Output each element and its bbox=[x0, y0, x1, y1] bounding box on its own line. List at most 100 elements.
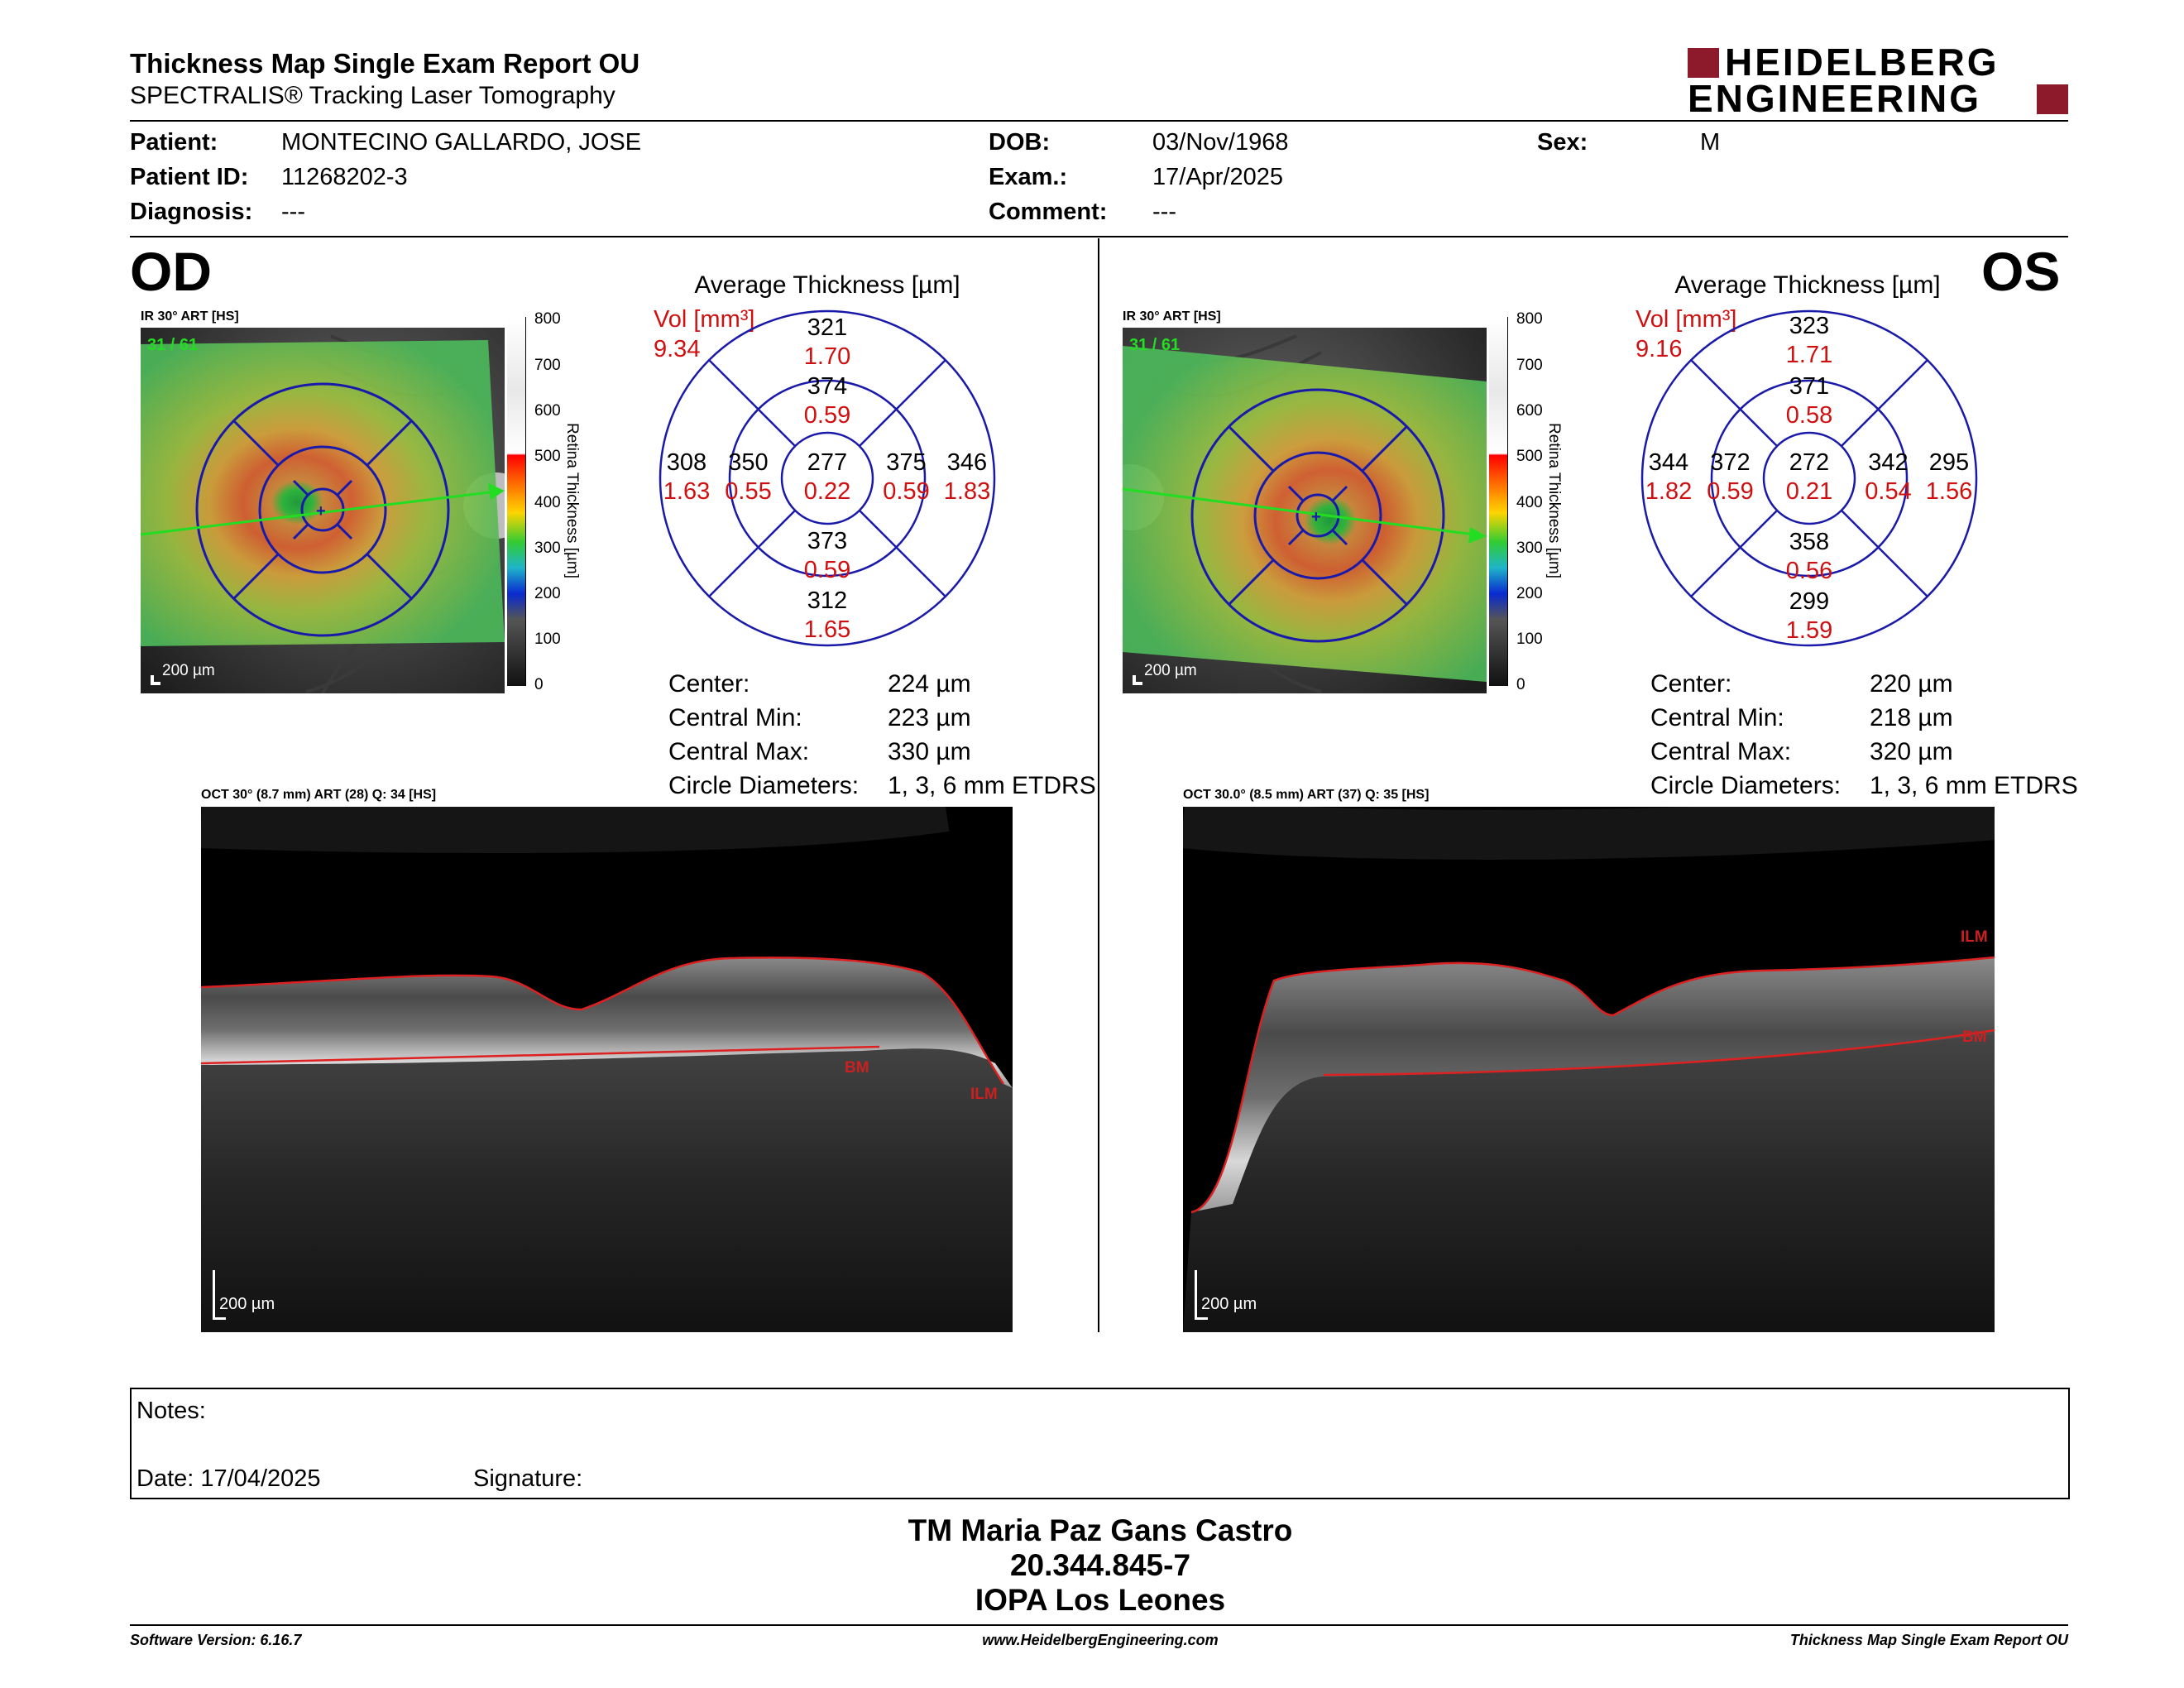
od-max-value: 330 µm bbox=[888, 738, 971, 765]
od-outer-superior-vol: 1.70 bbox=[803, 343, 851, 370]
os-ilm-label: ILM bbox=[1961, 928, 1988, 946]
os-cb-tick-300: 300 bbox=[1516, 539, 1543, 557]
od-outer-inferior: 312 bbox=[807, 587, 848, 614]
od-outer-left-vol: 1.63 bbox=[663, 478, 711, 505]
od-label: OD bbox=[130, 241, 212, 302]
svg-text:+: + bbox=[1311, 508, 1321, 526]
os-colorbar: 800 700 600 500 400 300 200 100 0 Retina… bbox=[1489, 310, 1580, 693]
sex-label: Sex: bbox=[1537, 129, 1588, 156]
os-outer-left-vol: 1.82 bbox=[1645, 478, 1693, 505]
od-outer-right: 346 bbox=[946, 449, 988, 476]
os-outer-inferior: 299 bbox=[1789, 588, 1830, 615]
od-center-value: 224 µm bbox=[888, 670, 971, 698]
od-scan-counter: 31 / 61 bbox=[147, 336, 199, 354]
os-ir-caption: IR 30° ART [HS] bbox=[1123, 309, 1221, 324]
report-subtitle: SPECTRALIS® Tracking Laser Tomography bbox=[130, 82, 615, 109]
od-ilm-label: ILM bbox=[970, 1086, 998, 1103]
notes-box: Notes: Date: 17/04/2025 Signature: bbox=[130, 1388, 2070, 1499]
os-label: OS bbox=[1981, 241, 2061, 302]
os-inner-right: 342 bbox=[1868, 449, 1909, 476]
od-min-label: Central Min: bbox=[668, 704, 802, 731]
patient-name: MONTECINO GALLARDO, JOSE bbox=[281, 129, 642, 156]
od-outer-right-vol: 1.83 bbox=[943, 478, 991, 505]
od-etdrs-grid: 321 1.70 374 0.59 308 1.63 350 0.55 277 … bbox=[658, 309, 997, 648]
os-outer-left: 344 bbox=[1648, 449, 1689, 476]
os-center-value: 220 µm bbox=[1870, 670, 1953, 698]
os-cb-tick-800: 800 bbox=[1516, 310, 1543, 328]
os-fundus-image: + 31 / 61 200 µm bbox=[1098, 328, 1487, 693]
os-max-label: Central Max: bbox=[1650, 738, 1792, 765]
od-diam-value: 1, 3, 6 mm ETDRS bbox=[888, 772, 1096, 799]
os-inner-superior-vol: 0.58 bbox=[1785, 402, 1833, 429]
os-inner-right-vol: 0.54 bbox=[1865, 478, 1912, 505]
od-colorbar: 800 700 600 500 400 300 200 100 0 Retina… bbox=[507, 310, 598, 693]
os-cb-tick-700: 700 bbox=[1516, 357, 1543, 374]
od-cb-tick-600: 600 bbox=[534, 402, 561, 420]
dob-value: 03/Nov/1968 bbox=[1152, 129, 1289, 156]
os-cb-tick-600: 600 bbox=[1516, 402, 1543, 420]
od-cb-tick-200: 200 bbox=[534, 585, 561, 602]
od-cb-tick-400: 400 bbox=[534, 494, 561, 511]
report-title: Thickness Map Single Exam Report OU bbox=[130, 48, 640, 79]
od-cb-tick-500: 500 bbox=[534, 448, 561, 465]
od-outer-inferior-vol: 1.65 bbox=[803, 616, 851, 643]
od-oct-bscan: 200 µm BM ILM bbox=[201, 807, 1013, 1332]
od-cb-tick-700: 700 bbox=[534, 357, 561, 374]
eye-divider bbox=[1098, 238, 1099, 1332]
os-outer-inferior-vol: 1.59 bbox=[1785, 617, 1833, 644]
patient-label: Patient: bbox=[130, 129, 218, 156]
os-outer-right-vol: 1.56 bbox=[1925, 478, 1973, 505]
od-inner-left: 350 bbox=[728, 449, 769, 476]
od-inner-inferior: 373 bbox=[807, 528, 848, 554]
os-vol-value: 9.16 bbox=[1636, 336, 1683, 362]
os-outer-superior-vol: 1.71 bbox=[1785, 342, 1833, 368]
od-vol-label: Vol [mm³] bbox=[654, 306, 755, 333]
notes-date: Date: 17/04/2025 bbox=[136, 1465, 321, 1492]
od-center: 277 bbox=[807, 449, 848, 476]
od-inner-left-vol: 0.55 bbox=[725, 478, 772, 505]
od-fundus-scale: 200 µm bbox=[162, 662, 215, 679]
os-cb-tick-100: 100 bbox=[1516, 631, 1543, 648]
od-inner-inferior-vol: 0.59 bbox=[803, 557, 851, 583]
signer-rut: 20.344.845-7 bbox=[1009, 1548, 1191, 1582]
website-link[interactable]: www.HeidelbergEngineering.com bbox=[982, 1632, 1219, 1648]
signer-org: IOPA Los Leones bbox=[975, 1583, 1226, 1617]
os-diam-value: 1, 3, 6 mm ETDRS bbox=[1870, 772, 2078, 799]
od-cb-tick-300: 300 bbox=[534, 539, 561, 557]
od-outer-left: 308 bbox=[666, 449, 707, 476]
od-cb-tick-100: 100 bbox=[534, 631, 561, 648]
diagnosis-label: Diagnosis: bbox=[130, 199, 253, 225]
notes-signature-label: Signature: bbox=[473, 1465, 583, 1492]
comment-value: --- bbox=[1152, 199, 1176, 225]
exam-value: 17/Apr/2025 bbox=[1152, 164, 1284, 190]
od-oct-scale: 200 µm bbox=[219, 1295, 275, 1313]
od-max-label: Central Max: bbox=[668, 738, 810, 765]
os-scan-counter: 31 / 61 bbox=[1129, 336, 1181, 354]
os-colorbar-label: Retina Thickness [µm] bbox=[1545, 423, 1563, 578]
footer-report-name: Thickness Map Single Exam Report OU bbox=[1789, 1632, 2068, 1648]
os-center: 272 bbox=[1789, 449, 1830, 476]
software-version: Software Version: 6.16.7 bbox=[130, 1632, 302, 1648]
od-min-value: 223 µm bbox=[888, 704, 971, 731]
os-min-value: 218 µm bbox=[1870, 704, 1953, 731]
os-inner-left: 372 bbox=[1710, 449, 1751, 476]
os-grid-title: Average Thickness [µm] bbox=[1674, 271, 1941, 299]
diagnosis-value: --- bbox=[281, 199, 305, 225]
od-colorbar-label: Retina Thickness [µm] bbox=[563, 423, 581, 578]
os-etdrs-grid: 323 1.71 371 0.58 344 1.82 372 0.59 272 … bbox=[1640, 309, 1979, 648]
od-inner-superior-vol: 0.59 bbox=[803, 402, 851, 429]
od-grid-title: Average Thickness [µm] bbox=[694, 271, 960, 299]
od-center-vol: 0.22 bbox=[803, 478, 851, 505]
os-oct-scale: 200 µm bbox=[1201, 1295, 1257, 1313]
notes-label: Notes: bbox=[136, 1398, 206, 1424]
os-outer-right: 295 bbox=[1928, 449, 1970, 476]
dob-label: DOB: bbox=[989, 129, 1051, 156]
sex-value: M bbox=[1700, 129, 1721, 156]
od-ir-caption: IR 30° ART [HS] bbox=[141, 309, 239, 324]
os-inner-superior: 371 bbox=[1789, 373, 1830, 400]
od-inner-superior: 374 bbox=[807, 373, 848, 400]
signer-name: TM Maria Paz Gans Castro bbox=[908, 1513, 1293, 1547]
os-bm-label: BM bbox=[1962, 1029, 1987, 1046]
os-inner-inferior-vol: 0.56 bbox=[1785, 558, 1833, 584]
od-bm-label: BM bbox=[845, 1059, 869, 1077]
